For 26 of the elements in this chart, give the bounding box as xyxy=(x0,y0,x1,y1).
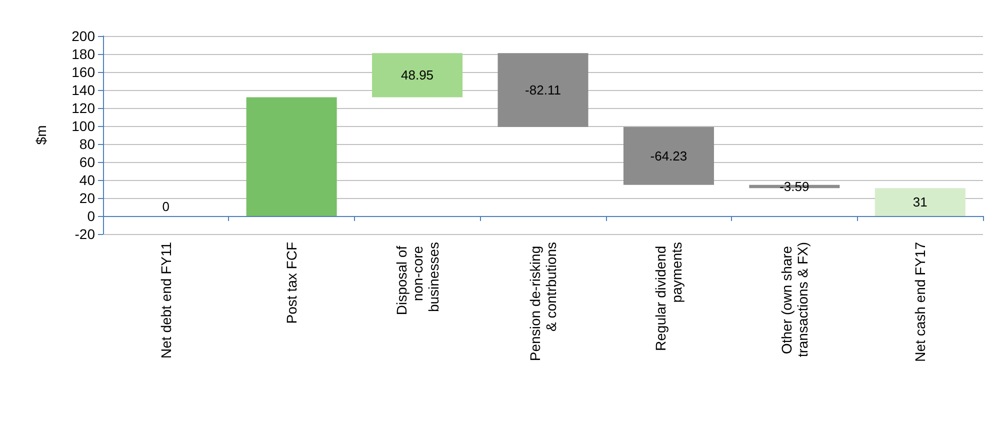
data-label: -64.23 xyxy=(650,148,688,164)
y-tick-label: 40 xyxy=(79,172,96,188)
y-tick-label: 0 xyxy=(87,208,96,224)
y-tick-label: 200 xyxy=(72,28,96,44)
y-tick-label: 100 xyxy=(72,118,96,134)
y-tick-label: 160 xyxy=(72,64,96,80)
y-tick-label: -20 xyxy=(74,226,96,242)
y-axis-title: $m xyxy=(33,125,49,145)
x-tick-label: Other (own share transactions & FX) xyxy=(778,242,810,358)
data-label: -82.11 xyxy=(525,82,561,98)
x-tick-label: Regular dividend payments xyxy=(652,242,685,351)
y-tick-label: 180 xyxy=(72,46,96,62)
data-label: -3.59 xyxy=(780,178,810,194)
x-tick-label: Disposal of non-core businesses xyxy=(393,242,442,316)
y-tick-label: 140 xyxy=(72,82,96,98)
x-tick-label: Net cash end FY17 xyxy=(912,242,928,362)
x-tick-label: Post tax FCF xyxy=(284,242,300,324)
x-tick-label: Pension de-risking & contrbutions xyxy=(527,242,559,362)
data-label: 0 xyxy=(162,199,170,214)
data-label: 48.95 xyxy=(401,68,434,83)
y-tick-label: 60 xyxy=(79,154,96,170)
y-tick-label: 80 xyxy=(79,136,96,152)
x-tick-label: Net debt end FY11 xyxy=(158,242,174,358)
y-tick-label: 120 xyxy=(72,100,96,116)
y-tick-label: 20 xyxy=(79,190,96,206)
data-label: 31 xyxy=(912,194,928,210)
